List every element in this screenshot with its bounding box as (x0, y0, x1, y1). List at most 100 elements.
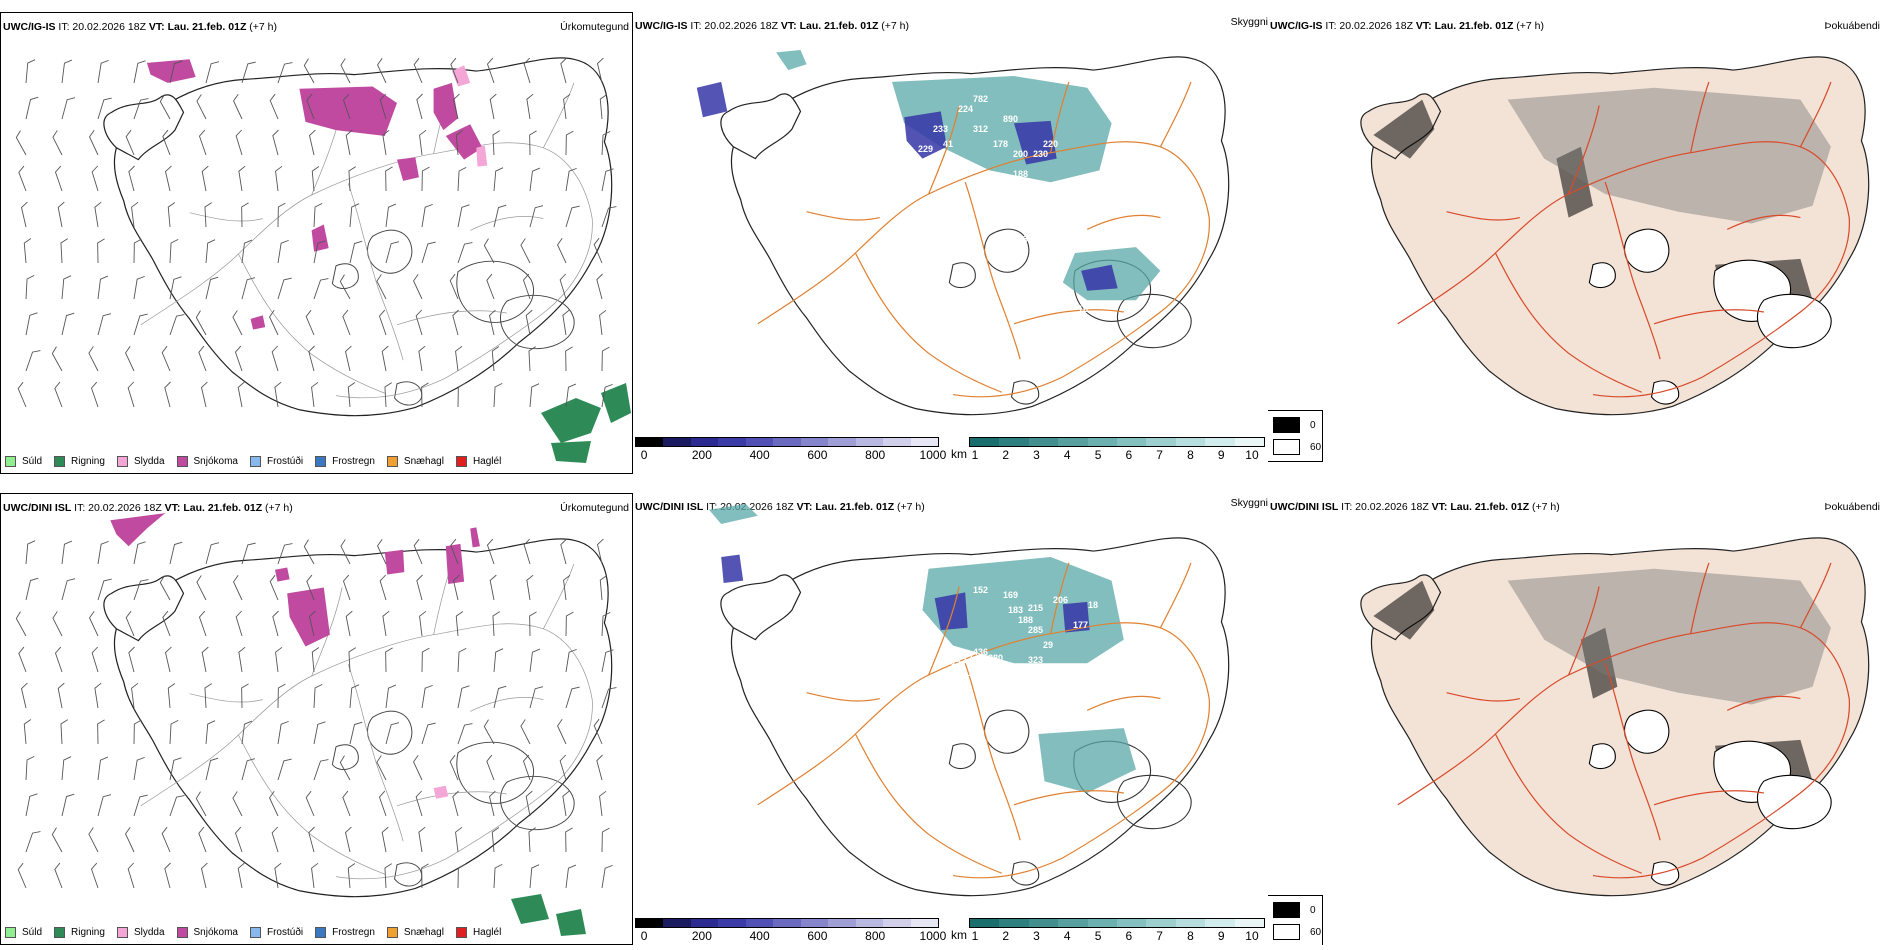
wind-barb (421, 241, 436, 264)
colorbar-segment (970, 438, 1000, 446)
cloud-base-label: 93 (1018, 234, 1028, 244)
wind-barb (450, 57, 459, 84)
wind-barb (526, 93, 534, 120)
legend-item: Frostúði (249, 456, 303, 467)
wind-barb (133, 238, 142, 264)
cloud-base-label: 188 (1013, 169, 1028, 179)
colorbar-tick: 1000 (919, 448, 947, 462)
wind-barb (125, 346, 135, 372)
valid-time: VT: Lau. 21.feb. 01Z (1415, 20, 1514, 32)
wind-barb (340, 58, 351, 84)
wind-barb (486, 57, 495, 84)
wind-barb (169, 276, 182, 300)
wind-barb (311, 166, 320, 192)
lead-time: (+7 h) (1516, 20, 1545, 32)
wind-barb (23, 238, 32, 264)
cloud-base-label: 183 (1008, 605, 1023, 615)
wind-barb (348, 166, 356, 192)
wind-barb (599, 575, 608, 601)
colorbar-segment (970, 919, 1000, 927)
colorbar-segment (636, 438, 664, 446)
colorbar-segment (718, 438, 746, 446)
colorbar-tick: 5 (1094, 929, 1102, 943)
wind-barb (159, 575, 171, 601)
wind-barb (529, 686, 544, 709)
cloud-base-label: 161 (1063, 299, 1078, 309)
wind-barb (241, 758, 256, 781)
wind-barb (165, 165, 172, 192)
wind-barb (97, 578, 112, 601)
wind-barb (421, 166, 430, 192)
wind-barb (54, 165, 63, 192)
wind-barb (529, 130, 537, 156)
legend-item: Slydda (116, 927, 165, 938)
wind-barb (599, 309, 607, 336)
wind-barb (413, 538, 423, 565)
colorbar-tick: 400 (749, 929, 770, 943)
wind-barb (450, 538, 459, 565)
wind-barb (97, 97, 112, 120)
wind-barb (413, 274, 423, 300)
wind-barb (529, 611, 537, 637)
wind-barb (493, 863, 503, 889)
wind-barb (597, 538, 604, 565)
wind-barb (486, 538, 495, 565)
wind-barb (305, 309, 315, 336)
init-time: IT: 20.02.2026 18Z (690, 20, 778, 32)
wind-barb (305, 790, 315, 817)
wind-barb (457, 685, 470, 709)
wind-barb (562, 790, 570, 817)
colorbar-tick: 6 (1125, 929, 1133, 943)
cloud-base-label: 68 (1053, 825, 1063, 835)
wind-barb (97, 719, 105, 745)
wind-barb (562, 309, 570, 336)
wind-barb (384, 382, 392, 408)
cloud-base-label: 200 (1013, 149, 1028, 159)
wind-barb (452, 309, 459, 336)
wind-barb (54, 381, 63, 408)
wind-barb (421, 722, 436, 745)
colorbar-tick: 1000 (919, 929, 947, 943)
wind-barb (133, 756, 145, 781)
wind-barb (60, 719, 68, 745)
model-name: UWC/DINI ISL (1270, 501, 1339, 513)
wind-barb (384, 863, 392, 889)
wind-barb (131, 682, 139, 709)
wind-barb (133, 313, 148, 336)
wind-barb (195, 310, 207, 336)
wind-barb (161, 345, 171, 372)
legend-item: Súld (5, 927, 42, 938)
wind-barb (381, 345, 389, 372)
wind-barb (311, 862, 319, 889)
cloud-base-label: 77 (963, 653, 973, 663)
wind-barb (415, 309, 423, 336)
wind-barb (492, 130, 500, 156)
panel-title: UWC/DINI ISL IT: 20.02.2026 18Z VT: Lau.… (3, 502, 293, 514)
wind-barb (25, 577, 39, 601)
colorbar-tick: 600 (807, 448, 828, 462)
wind-barb (274, 862, 282, 889)
wind-barb (339, 755, 351, 781)
wind-barb (274, 381, 282, 408)
wind-barb (51, 827, 63, 853)
wind-barb (94, 201, 102, 228)
wind-barb (25, 755, 35, 781)
wind-barb (385, 722, 400, 745)
wind-barb (165, 646, 172, 673)
wind-barb (349, 240, 363, 264)
lead-time: (+7 h) (881, 20, 910, 32)
cloud-base-label: 16 (1078, 304, 1088, 314)
colorbar-tick: 0 (640, 448, 648, 462)
wind-barb (378, 790, 387, 817)
cloud-base-label: 149 (1018, 184, 1033, 194)
wind-barb (557, 238, 567, 264)
wind-barb (601, 649, 614, 673)
wind-barb (559, 273, 567, 300)
wind-barb (277, 202, 286, 228)
wind-barb (385, 647, 393, 673)
wind-barb (23, 719, 32, 745)
wind-barb (486, 754, 495, 781)
wind-barb (493, 204, 507, 228)
wind-barb (277, 239, 289, 264)
